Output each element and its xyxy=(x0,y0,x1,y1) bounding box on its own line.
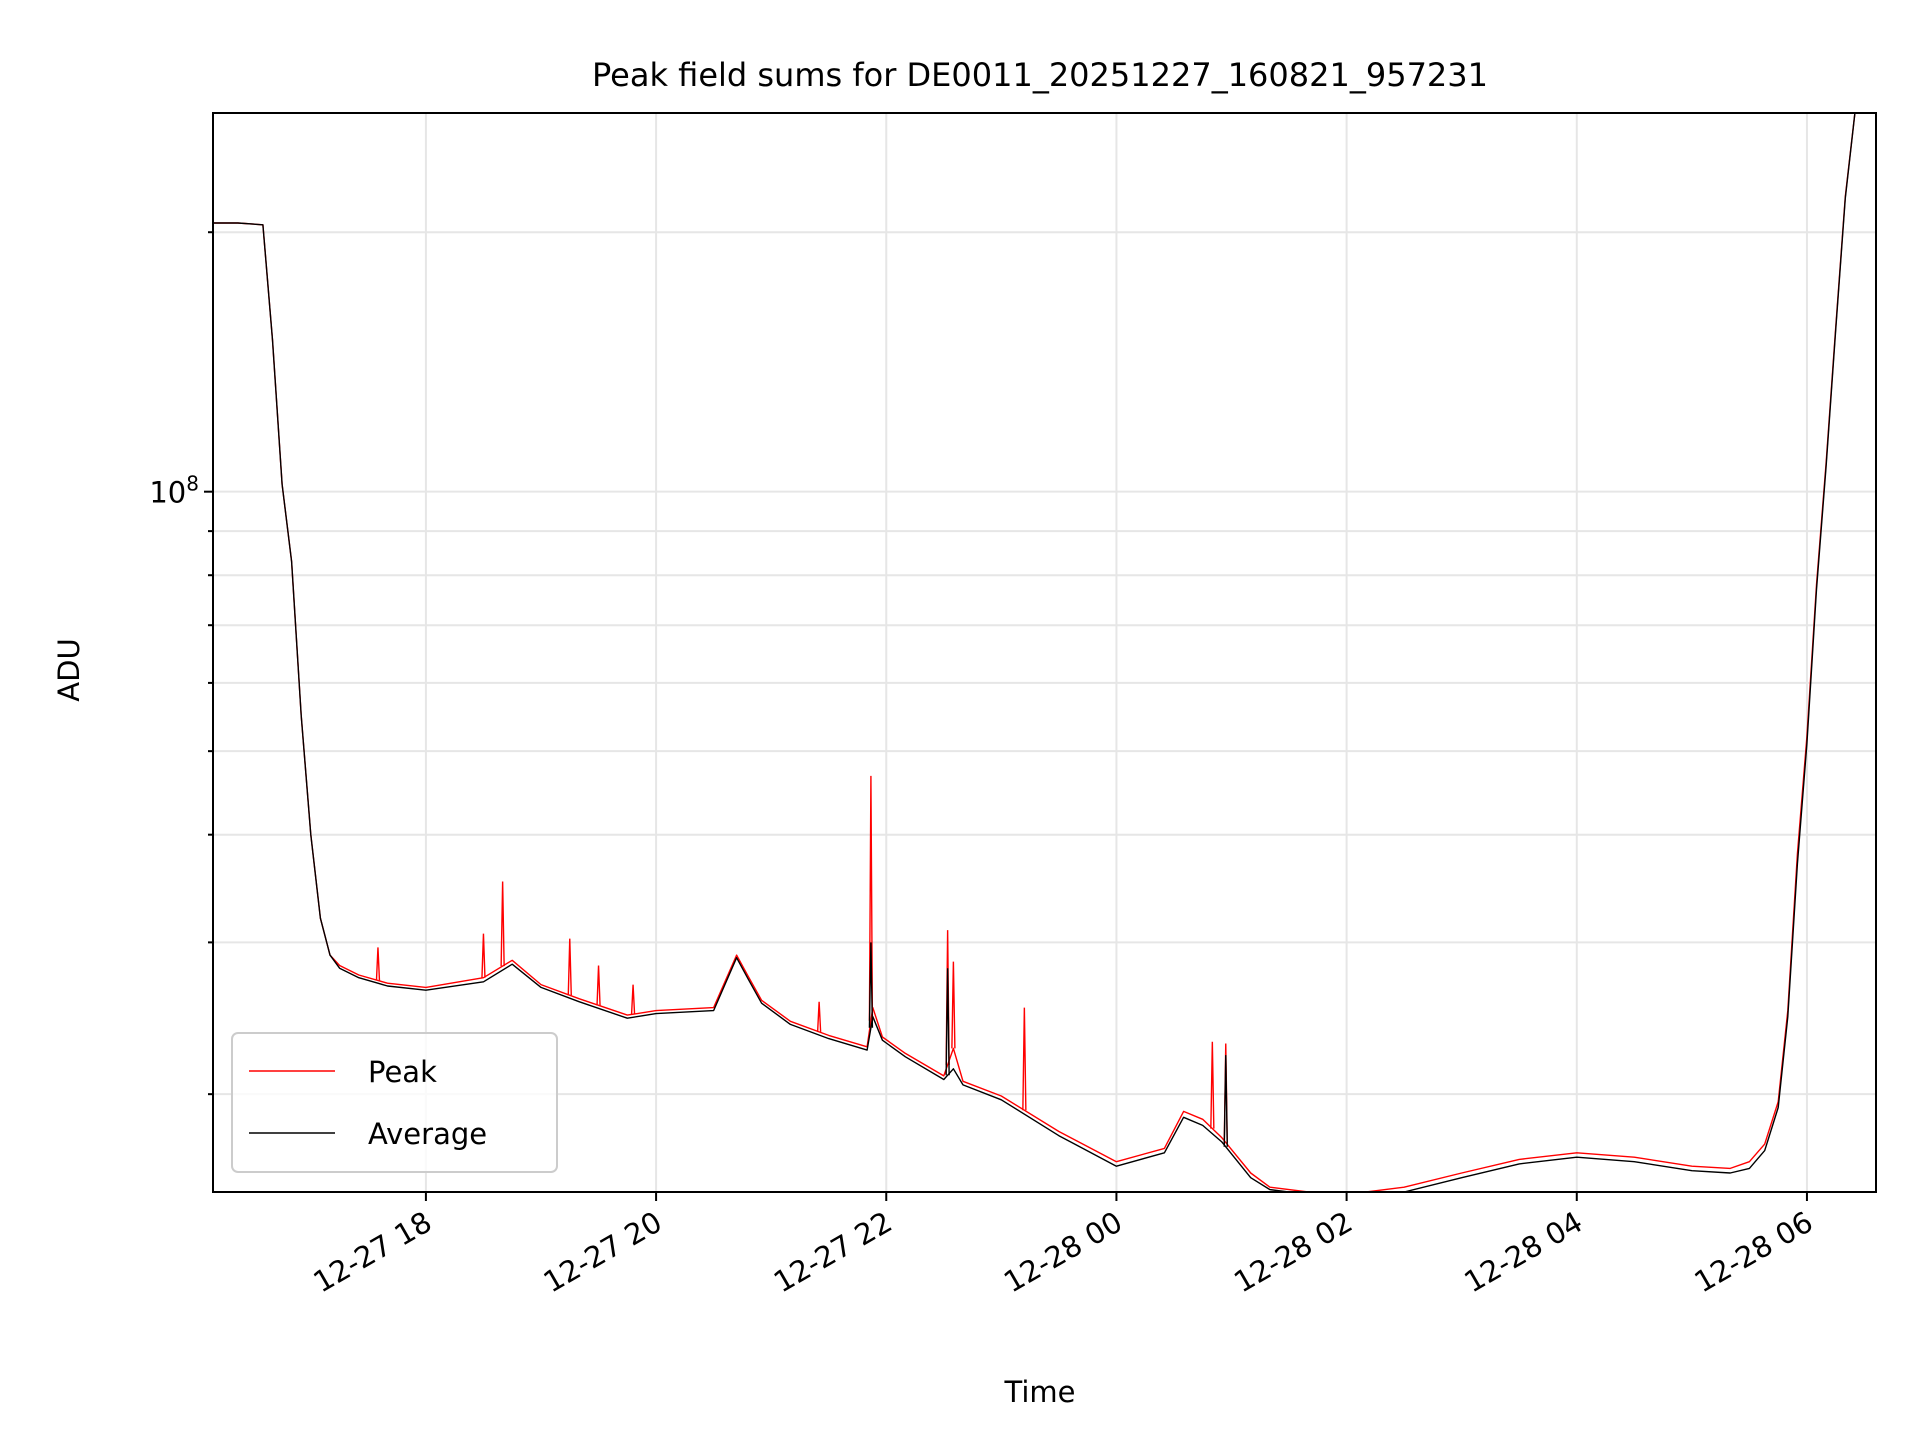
x-axis-label: Time xyxy=(1004,1375,1076,1409)
spike-peak xyxy=(816,1001,822,1032)
y-tick-label: 108 xyxy=(149,472,199,510)
legend: Peak Average xyxy=(231,1032,558,1173)
spike-peak xyxy=(1022,1007,1027,1111)
spike-average xyxy=(868,942,874,1028)
plot-area xyxy=(213,113,1857,1192)
spike-peak xyxy=(481,933,486,978)
axes-frame xyxy=(212,112,1877,1193)
legend-label-peak: Peak xyxy=(368,1055,437,1089)
spike-peak xyxy=(1210,1041,1215,1129)
spike-peak xyxy=(630,984,636,1015)
legend-box xyxy=(231,1032,558,1173)
grid xyxy=(213,113,1876,1192)
spike-peak xyxy=(375,947,381,981)
series-line-peak xyxy=(213,113,1857,1192)
legend-label-average: Average xyxy=(368,1117,487,1151)
series-line-average xyxy=(213,113,1857,1192)
spike-peak xyxy=(567,938,572,996)
spike-peak xyxy=(951,961,956,1049)
spike-average xyxy=(945,968,950,1076)
spike-peak xyxy=(596,965,601,1006)
spike-peak xyxy=(500,881,505,967)
spike-peak xyxy=(868,775,874,1021)
chart-title: Peak field sums for DE0011_20251227_1608… xyxy=(592,56,1488,94)
spike-average xyxy=(1223,1055,1228,1147)
y-axis-label: ADU xyxy=(52,638,86,701)
